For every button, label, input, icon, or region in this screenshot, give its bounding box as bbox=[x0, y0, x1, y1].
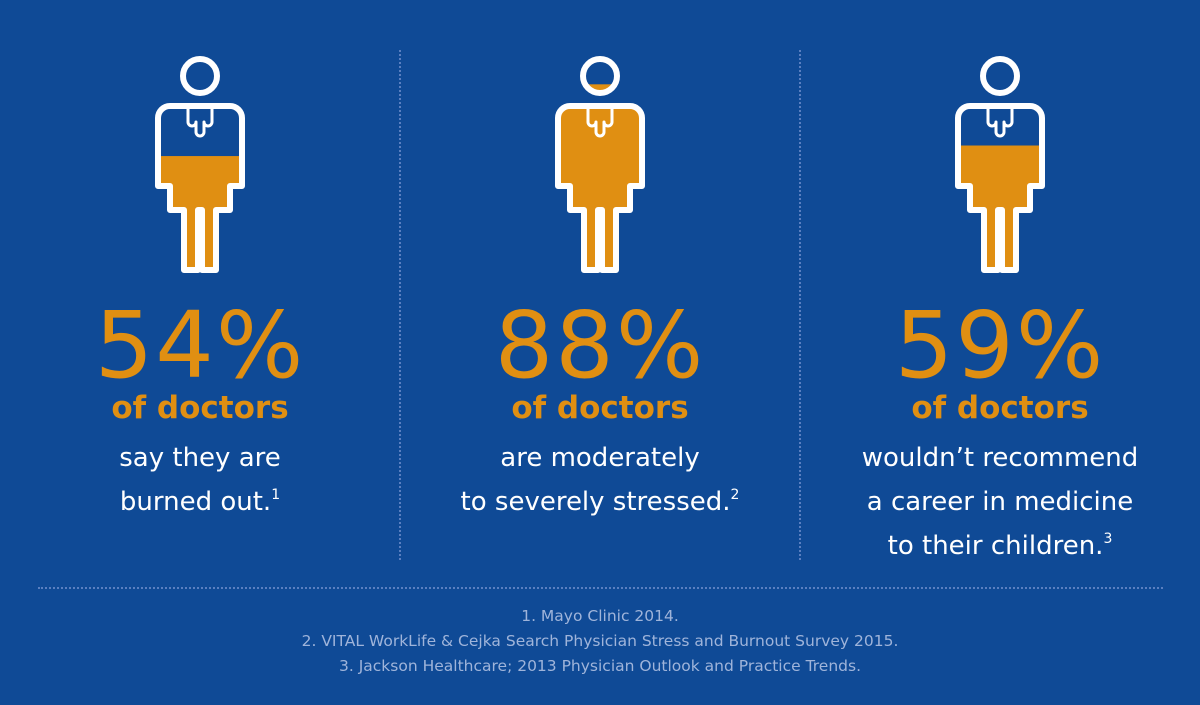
stat-panel-1: 54% of doctors say they are burned out.1 bbox=[0, 0, 400, 575]
footnote-mark: 2 bbox=[730, 487, 740, 503]
stat-description-line: say they are bbox=[119, 443, 281, 473]
stat-label: of doctors bbox=[911, 390, 1089, 426]
stat-description-text: to their children. bbox=[887, 531, 1104, 561]
stat-label: of doctors bbox=[111, 390, 289, 426]
stat-description-text: burned out. bbox=[119, 487, 272, 517]
footnote-mark: 3 bbox=[1103, 531, 1113, 547]
figure-body-outline bbox=[155, 103, 245, 273]
doctor-figure-icon bbox=[950, 48, 1050, 278]
footnotes: 1. Mayo Clinic 2014. 2. VITAL WorkLife &… bbox=[0, 604, 1200, 679]
footnote: 1. Mayo Clinic 2014. bbox=[521, 607, 679, 625]
stethoscope-icon bbox=[586, 106, 614, 138]
stat-description-text: to severely stressed. bbox=[460, 487, 731, 517]
footnote-mark: 1 bbox=[271, 487, 281, 503]
vertical-divider bbox=[799, 50, 801, 560]
figure-head-outline bbox=[580, 56, 620, 96]
stat-description: say they are burned out.1 bbox=[0, 436, 400, 524]
doctor-figure-icon bbox=[550, 48, 650, 278]
vertical-divider bbox=[399, 50, 401, 560]
stat-panel-3: 59% of doctors wouldn’t recommend a care… bbox=[800, 0, 1200, 575]
stat-description-line: are moderately bbox=[500, 443, 700, 473]
footnote: 2. VITAL WorkLife & Cejka Search Physici… bbox=[301, 632, 899, 650]
stat-description-line: wouldn’t recommend bbox=[861, 443, 1139, 473]
stat-description-line-last: to severely stressed.2 bbox=[400, 480, 800, 524]
stat-percent: 88% bbox=[494, 292, 706, 399]
stat-description-line: a career in medicine bbox=[866, 487, 1134, 517]
stat-description-line-last: burned out.1 bbox=[0, 480, 400, 524]
stat-percent: 59% bbox=[894, 292, 1106, 399]
figure-head-outline bbox=[180, 56, 220, 96]
stat-label: of doctors bbox=[511, 390, 689, 426]
stat-description: are moderately to severely stressed.2 bbox=[400, 436, 800, 524]
stethoscope-icon bbox=[986, 106, 1014, 138]
doctor-figure-icon bbox=[150, 48, 250, 278]
stat-percent: 54% bbox=[94, 292, 306, 399]
figure-head-outline bbox=[980, 56, 1020, 96]
stat-description-line-last: to their children.3 bbox=[800, 524, 1200, 568]
footnote: 3. Jackson Healthcare; 2013 Physician Ou… bbox=[338, 657, 862, 675]
figure-body-outline bbox=[955, 103, 1045, 273]
horizontal-divider bbox=[38, 587, 1163, 589]
figure-body-outline bbox=[555, 103, 645, 273]
stat-description: wouldn’t recommend a career in medicine … bbox=[800, 436, 1200, 568]
stat-panel-2: 88% of doctors are moderately to severel… bbox=[400, 0, 800, 575]
stethoscope-icon bbox=[186, 106, 214, 138]
